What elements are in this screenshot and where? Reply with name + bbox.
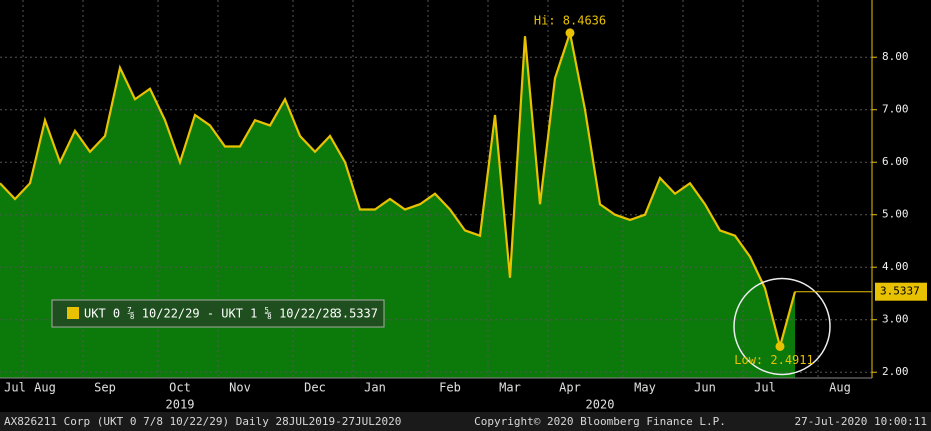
x-tick-label: Jan: [364, 381, 386, 395]
x-tick-label: Dec: [304, 381, 326, 395]
y-tick-label: 7.00: [882, 103, 909, 116]
x-tick-label: Aug: [34, 381, 56, 395]
annotation-label: Low: 2.4911: [734, 353, 813, 367]
annotation-dot: [565, 28, 575, 38]
last-value-label: 3.5337: [880, 285, 920, 298]
x-tick-label: Nov: [229, 381, 251, 395]
x-tick-label: Jun: [694, 381, 716, 395]
footer-bar: [0, 412, 931, 431]
x-tick-label: Jul: [754, 381, 776, 395]
y-tick-label: 3.00: [882, 313, 909, 326]
x-tick-label: Mar: [499, 381, 521, 395]
legend-swatch: [67, 307, 79, 319]
y-tick-label: 6.00: [882, 155, 909, 168]
y-tick-label: 2.00: [882, 365, 909, 378]
footer-center: Copyright© 2020 Bloomberg Finance L.P.: [474, 415, 726, 428]
footer-left: AX826211 Corp (UKT 0 7/8 10/22/29) Daily…: [4, 415, 401, 428]
x-tick-label: Oct: [169, 381, 191, 395]
annotation-dot: [775, 341, 785, 351]
legend-label: UKT 0 ⅞ 10/22/29 - UKT 1 ⅝ 10/22/28: [84, 307, 337, 321]
footer-right: 27-Jul-2020 10:00:11: [795, 415, 927, 428]
x-group-label: 2020: [586, 398, 615, 412]
y-tick-label: 8.00: [882, 50, 909, 63]
x-group-label: 2019: [166, 398, 195, 412]
line: [0, 28, 797, 351]
highlight-circle: [733, 277, 831, 376]
x-tick-label: Jul: [4, 381, 26, 395]
x-tick-label: Sep: [94, 381, 116, 395]
x-tick-label: Apr: [559, 381, 581, 395]
y-tick-label: 4.00: [882, 260, 909, 273]
x-tick-label: May: [634, 381, 656, 395]
x-tick-label: Aug: [829, 381, 851, 395]
legend-value: 3.5337: [335, 307, 378, 321]
legend-box: [51, 299, 385, 328]
x-tick-label: Feb: [439, 381, 461, 395]
last-value-box: [875, 282, 927, 301]
y-tick-label: 5.00: [882, 208, 909, 221]
annotation-label: Hi: 8.4636: [534, 13, 606, 27]
